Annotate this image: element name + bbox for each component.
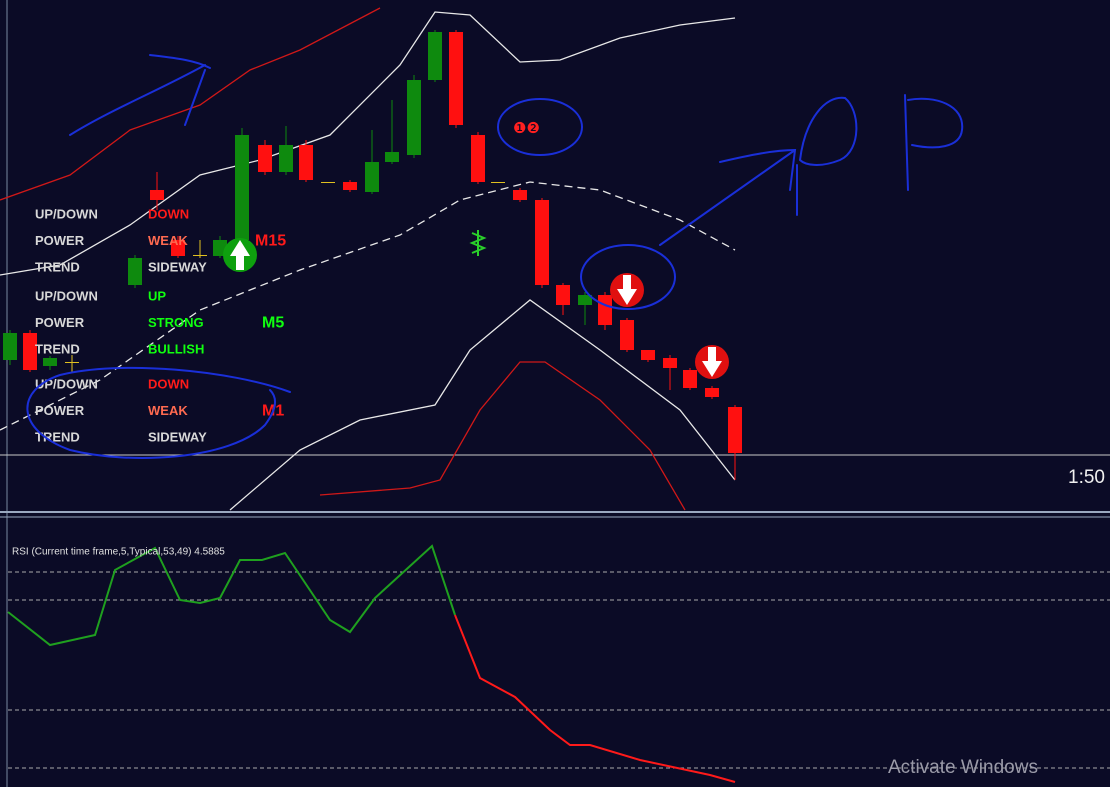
candle-body <box>428 32 442 80</box>
indicator-title: RSI (Current time frame,5,Typical,53,49)… <box>12 547 225 558</box>
candle-body <box>43 358 57 366</box>
hand-circle <box>580 244 676 310</box>
hand-letter <box>796 96 858 216</box>
candle-body <box>235 135 249 240</box>
candle-body <box>407 80 421 155</box>
candle-body <box>343 182 357 190</box>
candle-body <box>620 320 634 350</box>
candle-body <box>641 350 655 360</box>
candle-body <box>663 358 677 368</box>
signal-icons <box>223 230 729 379</box>
candle-body <box>23 333 37 370</box>
candle-body <box>491 182 505 183</box>
info-value: BULLISH <box>148 341 204 356</box>
band-line <box>319 361 686 511</box>
candle-body <box>65 362 79 363</box>
candle-body <box>385 152 399 162</box>
hand-letter <box>904 94 964 191</box>
info-label: POWER <box>35 315 85 330</box>
candle-body <box>449 32 463 125</box>
hand-arrow <box>659 148 797 246</box>
price-label: 1:50 <box>1068 467 1105 488</box>
candle-body <box>535 200 549 285</box>
candle-body <box>299 145 313 180</box>
signal-marks: ❶❷ <box>513 120 540 137</box>
hand-arrow <box>69 54 211 136</box>
candle-body <box>578 295 592 305</box>
info-value: WEAK <box>148 233 188 248</box>
candle-body <box>193 255 207 256</box>
timeframe-label: M5 <box>262 315 284 332</box>
info-label: TREND <box>35 429 80 444</box>
candle-body <box>171 240 185 256</box>
hand-circle <box>26 366 291 459</box>
info-value: UP <box>148 288 166 303</box>
rsi-line-up <box>7 544 456 647</box>
candle-body <box>3 333 17 360</box>
info-label: TREND <box>35 341 80 356</box>
candle-body <box>150 190 164 200</box>
info-value: SIDEWAY <box>148 259 207 274</box>
info-value: SIDEWAY <box>148 429 207 444</box>
info-label: UP/DOWN <box>35 288 98 303</box>
info-value: WEAK <box>148 403 188 418</box>
info-value: DOWN <box>148 376 189 391</box>
band-line <box>229 299 736 511</box>
info-label: UP/DOWN <box>35 206 98 221</box>
candle-body <box>513 190 527 200</box>
candle-body <box>705 388 719 397</box>
rsi-line-down <box>454 614 736 783</box>
band-line <box>0 181 736 431</box>
candle-body <box>128 258 142 285</box>
timeframe-label: M15 <box>255 233 286 250</box>
band-line <box>0 11 736 276</box>
watermark: Activate Windows <box>888 757 1038 778</box>
hand-drawing <box>26 54 964 459</box>
sell-arrow <box>702 347 722 377</box>
info-value: STRONG <box>148 315 204 330</box>
candle-body <box>556 285 570 305</box>
info-label: TREND <box>35 259 80 274</box>
info-label: POWER <box>35 233 85 248</box>
candle-body <box>279 145 293 172</box>
buy-arrow <box>230 240 250 270</box>
fractal-mark <box>469 230 487 256</box>
candle-body <box>365 162 379 192</box>
candle-body <box>471 135 485 182</box>
hand-circle <box>497 98 583 156</box>
candle-body <box>258 145 272 172</box>
info-panel: UP/DOWN DOWN POWER WEAK TREND SIDEWAY M15 UP/DO… <box>35 206 286 444</box>
sell-arrow <box>617 275 637 305</box>
info-value: DOWN <box>148 206 189 221</box>
rsi-chart: RSI (Current time frame,5,Typical,53,49)… <box>7 544 1110 783</box>
band-line <box>0 7 381 201</box>
candle-body <box>321 182 335 183</box>
info-label: POWER <box>35 403 85 418</box>
candle-body <box>598 295 612 325</box>
candle-body <box>683 370 697 388</box>
info-label: UP/DOWN <box>35 376 98 391</box>
price-chart <box>0 7 742 511</box>
candle-body <box>728 407 742 453</box>
